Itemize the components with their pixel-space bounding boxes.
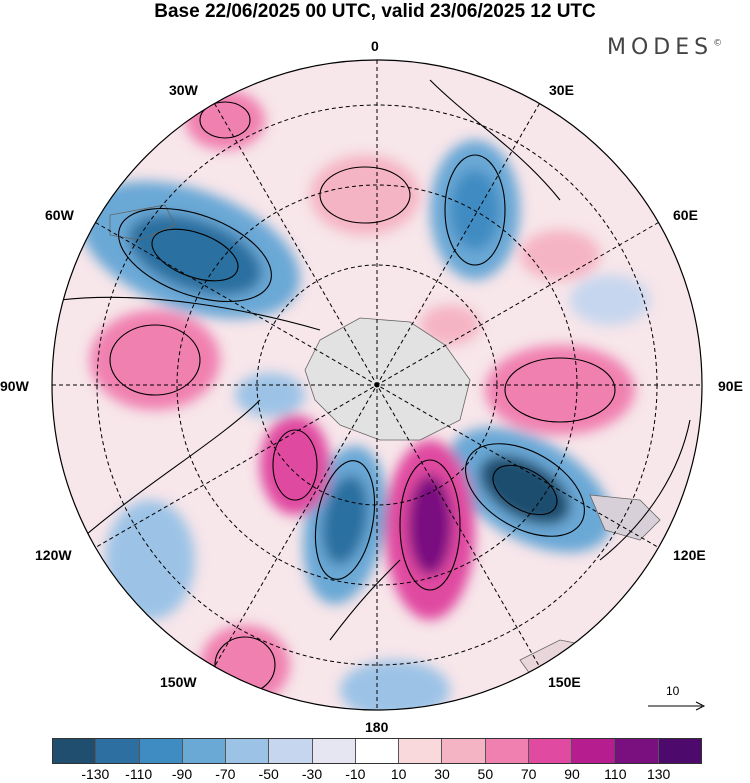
streamline [329,559,401,641]
colorbar-swatch [355,739,400,763]
lon-label-60e: 60E [673,207,698,223]
streamline [118,207,272,303]
streamline [504,357,616,423]
anomaly-negative [340,660,450,710]
colorbar-tick-label: -130 [81,766,110,782]
anomaly-negative-core [321,475,369,565]
anomaly-negative-core [450,170,500,250]
lon-label-120w: 120W [35,547,72,563]
colorbar-tick-label: 10 [390,766,407,782]
streamline [314,460,376,580]
lon-label-90w: 90W [0,378,29,394]
colorbar-swatch [658,739,701,763]
colorbar-swatch [53,739,97,763]
map-title: Base 22/06/2025 00 UTC, valid 23/06/2025… [154,1,596,22]
latitude-circle [176,184,578,586]
streamline [399,459,461,591]
colorbar-swatch [442,739,486,763]
anomaly-positive [485,345,635,435]
streamline [319,166,411,224]
lon-label-180: 180 [365,719,389,735]
reference-vector-value: 10 [666,684,680,698]
brand-text: MODES [607,35,714,60]
landmass-outline [109,204,176,241]
streamline [59,296,321,331]
colorbar-swatch [269,739,313,763]
anomaly-negative-core [128,214,262,296]
map-boundary [51,59,703,711]
colorbar-swatch [572,739,616,763]
streamlines [59,79,691,694]
colorbar-tick-label: 110 [604,766,627,782]
lon-label-30e: 30E [549,82,574,98]
colorbar-tick-label: -30 [301,766,323,782]
lon-label-150e: 150E [548,674,581,690]
streamline [599,419,691,561]
colorbar-tick-label: -70 [215,766,236,782]
brand-mark: © [713,38,723,49]
streamline [465,443,585,537]
colorbar-ticks: -130 -110 -90 -70 -50 -30 -10 10 30 50 70 90 110 130 [0,766,750,783]
anomaly-positive [420,305,480,345]
lon-label-0: 0 [371,38,379,54]
streamline [199,101,251,139]
map-field [52,60,702,710]
streamline [272,429,318,501]
lon-label-30w: 30W [169,82,198,98]
colorbar-tick-label: -90 [171,766,193,782]
latitude-circle [256,264,498,506]
anomaly-shading [80,90,650,710]
streamline [79,399,261,541]
anomaly-negative [105,500,195,620]
pole-marker [374,382,380,388]
lon-label-90e: 90E [718,378,743,394]
colorbar-swatch [528,739,573,763]
streamline [492,464,558,516]
reference-vector: 10 [646,684,706,714]
colorbar-swatch [139,739,183,763]
colorbar [52,738,702,764]
colorbar-tick-label: 50 [477,766,494,782]
anomaly-negative [570,275,650,325]
lon-label-150w: 150W [160,674,197,690]
colorbar-swatch [615,739,659,763]
anomaly-positive [260,415,330,515]
colorbar-swatch [96,739,140,763]
streamline [429,79,561,201]
antarctica-landmass [304,317,471,441]
anomaly-negative [235,373,305,417]
colorbar-tick-label: -110 [125,766,153,782]
colorbar-tick-label: 130 [646,766,671,782]
colorbar-swatch [399,739,443,763]
anomaly-positive-core [408,475,452,575]
colorbar-tick-label: 90 [564,766,580,782]
anomaly-positive [310,155,420,235]
brand-logo: MODES© [607,35,722,60]
streamline [444,154,506,266]
reference-arrow-icon [648,701,706,711]
colorbar-tick-label: -10 [345,766,366,782]
streamline [109,324,201,396]
lon-label-60w: 60W [45,207,74,223]
colorbar-swatch [485,739,529,763]
colorbar-tick-label: 30 [434,766,450,782]
landmass-outline [589,494,661,541]
graticule [52,60,702,710]
colorbar-swatch [226,739,270,763]
anomaly-negative-core [479,455,571,525]
anomaly-positive [185,90,265,150]
colorbar-swatch [312,739,356,763]
latitude-circle [96,104,658,666]
colorbar-tick-label: -50 [258,766,279,782]
colorbar-swatch [182,739,227,763]
lon-label-120e: 120E [673,547,706,563]
anomaly-positive [520,230,600,280]
colorbar-tick-label: 70 [520,766,537,782]
